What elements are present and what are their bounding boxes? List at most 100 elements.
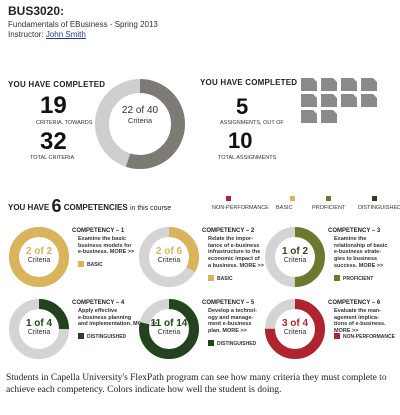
- level-label: BASIC: [217, 275, 233, 282]
- legend-label: NON-PERFORMANCE: [212, 205, 269, 211]
- course-code: BUS3020:: [8, 4, 65, 18]
- competency-donut-sub: Criteria: [283, 257, 307, 264]
- criteria-total: 32: [40, 128, 67, 155]
- competency-description: Examine the basic business models for e-bu…: [78, 236, 134, 256]
- competency-description-line: Examine the: [334, 236, 367, 242]
- competency-description-line: tions of e-business. MORE >>: [334, 321, 386, 335]
- competency-donut-label: 2 of 2 Criteria: [8, 246, 70, 264]
- level-badge: [334, 333, 340, 339]
- competency-donut-arc: [139, 299, 199, 359]
- document-icon: [321, 110, 337, 123]
- legend-swatch: [372, 196, 377, 201]
- competency-donut-arc: [265, 299, 325, 359]
- level-badge: [78, 261, 84, 267]
- competencies-heading-suffix: in this course: [129, 205, 172, 212]
- competency-description-line: Examine the basic: [78, 236, 126, 242]
- competency-donut-main: 1 of 4: [25, 318, 53, 329]
- level-label: BASIC: [87, 261, 103, 268]
- competency-description-line: gies to business: [334, 256, 378, 263]
- document-icon: [341, 94, 357, 107]
- criteria-completed-label: CRITERIA, towards: [36, 120, 93, 126]
- competency-description-line: plan. MORE >>: [208, 328, 247, 335]
- level-badge: [208, 275, 214, 281]
- competency-donut-sub: Criteria: [27, 257, 51, 264]
- more-link[interactable]: MORE >>: [357, 262, 384, 269]
- document-icon: [321, 78, 337, 91]
- competency-description-line: success. MORE >>: [334, 262, 384, 269]
- assignments-total: 10: [228, 128, 253, 153]
- level-badge: [208, 340, 214, 346]
- competency-description-line: ment e-business: [208, 321, 252, 328]
- legend-swatch: [226, 196, 231, 201]
- competency-donut: [139, 227, 199, 287]
- competency-description-line: Evaluate the man-: [334, 308, 382, 314]
- competency-donut-arc: [265, 227, 325, 287]
- competency-title: COMPETENCY – 4: [72, 300, 125, 306]
- criteria-donut-label: 22 of 40 Criteria: [112, 105, 168, 125]
- instructor-label: Instructor:: [8, 30, 44, 39]
- level-label: DISTINGUISHED: [217, 340, 257, 347]
- competency-donut-sub: Criteria: [27, 329, 51, 336]
- competency-description-line: relationship of basic: [334, 242, 388, 249]
- more-link[interactable]: MORE >>: [334, 328, 359, 335]
- more-link[interactable]: MORE >>: [108, 249, 135, 256]
- assignments-completed: 5: [236, 94, 249, 119]
- competency-donut-sub: Criteria: [157, 329, 181, 336]
- competency-description-line: infrastructure to the: [208, 249, 261, 256]
- competency-donut: [265, 299, 325, 359]
- level-badge: [334, 275, 340, 281]
- competency-description-line: Apply effective: [78, 308, 118, 314]
- competency-description: Develop a technol-ogy and manage-ment e-…: [208, 308, 257, 335]
- instructor-link[interactable]: John Smith: [45, 30, 86, 39]
- level-label: DISTINGUISHED: [87, 333, 127, 340]
- competency-title: COMPETENCY – 5: [202, 300, 255, 306]
- more-link[interactable]: MORE >>: [237, 262, 264, 269]
- competencies-count: 6: [51, 196, 62, 216]
- competency-description: Relate the impor-tance of e-business infr…: [208, 236, 264, 270]
- more-link[interactable]: MORE >>: [220, 328, 247, 335]
- course-name: Fundamentals of EBusiness - Spring 2013: [8, 20, 158, 29]
- competency-description: Examine the relationship of basic e-busine…: [334, 236, 387, 270]
- competency-description-line: a business. MORE >>: [208, 262, 264, 269]
- criteria-total-label: TOTAL CRITERIA: [30, 155, 75, 161]
- competency-description-line: e-business planning: [78, 314, 132, 321]
- competency-description-line: ogy and manage-: [208, 314, 254, 321]
- competency-donut-label: 1 of 4 Criteria: [8, 318, 70, 336]
- document-icon: [301, 110, 317, 123]
- legend-swatch: [290, 196, 295, 201]
- competency-donut: [265, 227, 325, 287]
- document-icon: [361, 94, 377, 107]
- level-badge: [78, 333, 84, 339]
- level-label: NON-PERFORMANCE: [343, 333, 395, 340]
- figure-caption: Students in Capella University's FlexPat…: [6, 373, 387, 396]
- competency-donut-main: 11 of 14: [150, 318, 188, 329]
- competency-donut-main: 3 of 4: [281, 318, 309, 329]
- criteria-donut-main: 22 of 40: [121, 105, 159, 116]
- competency-description-line: e-business. MORE >>: [78, 249, 135, 256]
- competency-donut-label: 2 of 6 Criteria: [138, 246, 200, 264]
- competency-title: COMPETENCY – 6: [328, 300, 381, 306]
- document-icon: [341, 78, 357, 91]
- competency-donut: [9, 299, 69, 359]
- legend-label: BASIC: [276, 205, 293, 211]
- level-label: PROFICIENT: [343, 275, 374, 282]
- competency-donut-main: 2 of 2: [25, 246, 53, 257]
- competency-description: Evaluate the man-agement implica-tions o…: [334, 308, 400, 335]
- competency-donut-sub: Criteria: [283, 329, 307, 336]
- competencies-heading-bold: COMPETENCIES: [63, 203, 128, 212]
- document-icon: [301, 78, 317, 91]
- competency-description-line: Relate the impor-: [208, 236, 253, 242]
- competency-description-line: Develop a technol-: [208, 308, 257, 314]
- competency-donut-sub: Criteria: [157, 257, 181, 264]
- competency-donut-main: 2 of 6: [155, 246, 183, 257]
- legend-swatch: [326, 196, 331, 201]
- competency-donut-main: 1 of 2: [281, 246, 309, 257]
- competency-donut: [9, 227, 69, 287]
- legend-label: DISTINGUISHED: [358, 205, 400, 211]
- assignments-total-label: TOTAL ASSIGNMENTS: [218, 155, 277, 161]
- competency-title: COMPETENCY – 3: [328, 228, 381, 234]
- document-icon: [321, 94, 337, 107]
- competency-donut-label: 3 of 4 Criteria: [264, 318, 326, 336]
- competency-donut-arc: [9, 227, 69, 287]
- competency-description-line: agement implica-: [334, 314, 379, 321]
